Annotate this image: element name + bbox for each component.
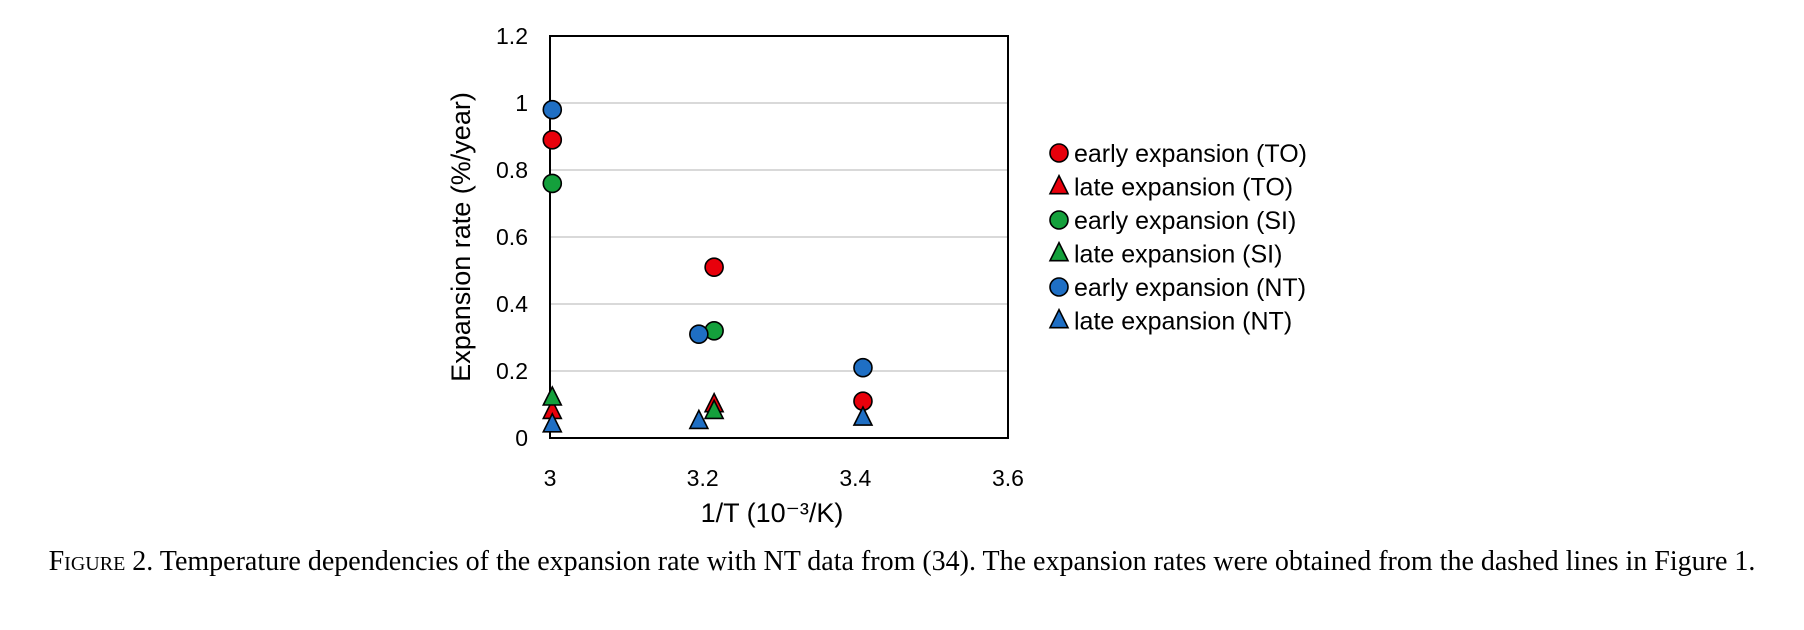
x-axis-ticks: 3 3.2 3.4 3.6 <box>544 465 1024 491</box>
data-point-triangle <box>852 405 874 426</box>
data-point-triangle <box>541 412 563 433</box>
y-tick-label: 1.2 <box>496 23 528 49</box>
figure-caption: Figure 2. Temperature dependencies of th… <box>0 545 1804 579</box>
y-axis-title: Expansion rate (%/year) <box>446 92 476 382</box>
data-point-circle <box>542 130 563 150</box>
data-point-circle <box>853 357 873 378</box>
data-point-circle <box>542 99 563 120</box>
y-tick-label: 1 <box>515 90 528 116</box>
caption-number: 2. <box>132 546 154 577</box>
data-point-triangle <box>688 408 710 430</box>
legend: early expansion (TO) late expansion (TO) e… <box>1048 140 1307 336</box>
legend-marker <box>1049 210 1069 230</box>
legend-label: late expansion (SI) <box>1074 241 1282 269</box>
legend-marker <box>1048 240 1070 262</box>
y-tick-label: 0.2 <box>496 358 528 384</box>
legend-marker <box>1048 307 1070 329</box>
scatter-chart: 0 0.2 0.4 0.6 0.8 1 1.2 3 3.2 3.4 3.6 Expansion r… <box>446 23 1307 528</box>
legend-label: late expansion (NT) <box>1074 308 1292 336</box>
legend-label: early expansion (TO) <box>1074 140 1307 168</box>
legend-marker <box>1048 173 1070 195</box>
legend-marker <box>1049 143 1069 163</box>
x-tick-label: 3.2 <box>687 465 719 491</box>
legend-marker <box>1049 277 1069 297</box>
x-axis-title: 1/T (10⁻³/K) <box>701 498 844 528</box>
x-tick-label: 3 <box>544 465 557 491</box>
y-tick-label: 0.6 <box>496 224 528 250</box>
data-point-circle <box>704 257 724 277</box>
y-tick-label: 0 <box>515 425 528 451</box>
x-tick-label: 3.6 <box>992 465 1024 491</box>
legend-label: early expansion (NT) <box>1074 274 1306 302</box>
y-tick-label: 0.4 <box>496 291 528 317</box>
data-point-circle <box>542 173 563 194</box>
caption-text: Temperature dependencies of the expansio… <box>159 546 1756 577</box>
legend-label: late expansion (TO) <box>1074 174 1293 202</box>
data-points <box>541 99 874 433</box>
y-axis-ticks: 0 0.2 0.4 0.6 0.8 1 1.2 <box>496 23 528 451</box>
data-point-triangle <box>541 385 563 406</box>
grid-lines <box>550 35 1008 439</box>
y-tick-label: 0.8 <box>496 157 528 183</box>
data-point-triangle <box>703 398 725 420</box>
legend-label: early expansion (SI) <box>1074 207 1296 235</box>
plot-area-frame <box>549 35 1009 439</box>
data-point-circle <box>689 324 709 344</box>
x-tick-label: 3.4 <box>839 465 871 491</box>
caption-prefix: Figure <box>48 546 126 577</box>
